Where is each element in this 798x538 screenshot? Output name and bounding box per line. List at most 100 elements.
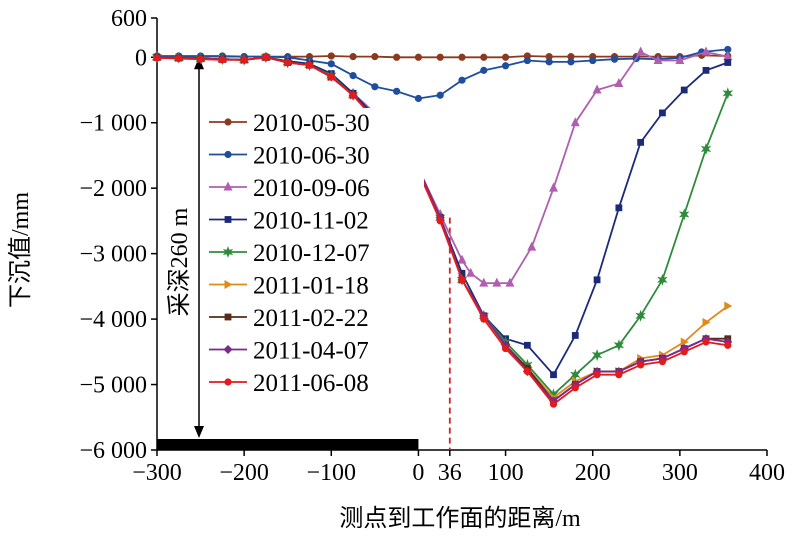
data-point — [523, 367, 531, 376]
data-point — [224, 216, 232, 223]
data-point — [610, 55, 619, 63]
data-point — [548, 388, 559, 401]
data-point — [592, 84, 602, 94]
legend-label: 2011-06-08 — [253, 370, 369, 397]
data-point — [635, 309, 646, 322]
x-tick-label: 400 — [749, 460, 785, 486]
legend-label: 2011-04-07 — [253, 338, 369, 365]
data-point — [223, 181, 233, 191]
data-point — [680, 86, 688, 94]
data-point — [414, 94, 423, 103]
data-point — [680, 348, 688, 356]
data-point — [545, 53, 553, 61]
working-face-bar — [157, 439, 419, 450]
data-point — [327, 52, 335, 60]
data-point — [567, 58, 575, 66]
legend-label: 2010-09-06 — [253, 175, 370, 202]
data-point — [723, 51, 733, 61]
data-point — [327, 73, 335, 81]
data-point — [436, 91, 444, 99]
data-point — [480, 66, 488, 74]
depth-arrow-head-top — [194, 57, 204, 70]
data-point — [262, 53, 270, 61]
data-point — [501, 344, 510, 353]
data-point — [571, 332, 579, 339]
y-tick-label: 600 — [111, 6, 147, 32]
data-point — [545, 58, 553, 66]
data-point — [436, 53, 444, 61]
data-point — [653, 55, 663, 65]
data-point — [637, 361, 645, 369]
data-point — [570, 117, 580, 127]
y-tick-label: −3 000 — [79, 242, 147, 268]
data-point — [679, 208, 690, 221]
data-point — [724, 341, 732, 349]
x-tick-label: −100 — [307, 460, 357, 486]
x-tick-label: 100 — [488, 460, 524, 486]
data-point — [349, 53, 357, 61]
data-point — [466, 267, 476, 277]
data-point — [591, 349, 603, 362]
data-point — [414, 53, 423, 61]
data-point — [501, 53, 510, 61]
legend-label: 2010-05-30 — [253, 110, 370, 137]
data-point — [637, 138, 645, 146]
y-tick-label: −1 000 — [79, 111, 147, 137]
depth-arrow-head-bottom — [194, 426, 204, 438]
data-point — [224, 150, 232, 159]
data-point — [284, 58, 292, 67]
data-point — [567, 53, 575, 61]
data-point — [457, 254, 467, 264]
data-point — [224, 313, 232, 321]
data-point — [224, 280, 233, 289]
data-point — [680, 337, 689, 347]
data-point — [724, 301, 733, 311]
data-point — [371, 83, 379, 91]
axes: 600 0 −1 000 −2 000 −3 000 −4 000 −5 000 −6 000… — [79, 6, 785, 486]
data-point — [153, 54, 161, 62]
data-point — [393, 87, 401, 95]
legend-label: 2010-11-02 — [253, 208, 369, 235]
data-point — [550, 371, 557, 379]
x-tick-label: 0 — [412, 460, 424, 486]
series-2010-06-30 — [153, 45, 732, 103]
x-tick-label: 36 — [438, 460, 462, 486]
data-point — [224, 118, 232, 126]
data-point — [724, 59, 732, 66]
legend-background — [209, 108, 424, 405]
data-point — [480, 53, 488, 61]
data-point — [593, 276, 601, 284]
data-point — [458, 276, 466, 284]
data-point — [492, 277, 502, 287]
y-tick-label: −5 000 — [79, 373, 147, 399]
x-axis-label: 测点到工作面的距离/m — [339, 505, 581, 532]
legend: 2010-05-30 2010-06-30 2010-09-06 2010-11-02… — [209, 108, 424, 405]
data-point — [523, 341, 531, 349]
data-point — [224, 378, 232, 386]
data-point — [527, 241, 537, 251]
x-tick-label: 300 — [662, 460, 698, 486]
data-point — [701, 46, 711, 56]
y-tick-label: 0 — [135, 45, 147, 71]
data-point — [613, 339, 625, 352]
data-point — [371, 53, 379, 61]
data-point — [549, 182, 558, 192]
data-point — [589, 56, 597, 65]
data-point — [305, 61, 314, 69]
data-point — [700, 142, 712, 155]
data-point — [458, 53, 466, 61]
data-point — [702, 66, 710, 74]
y-tick-label: −6 000 — [79, 438, 147, 464]
y-tick-label: −2 000 — [79, 176, 147, 202]
data-point — [702, 317, 711, 327]
data-point — [196, 55, 205, 63]
x-tick-label: −200 — [219, 460, 269, 486]
data-point — [223, 345, 233, 354]
data-point — [722, 87, 733, 100]
data-point — [659, 109, 666, 117]
data-point — [658, 358, 667, 366]
data-point — [327, 60, 335, 68]
data-point — [501, 62, 510, 70]
mining-depth-label: 采深260 m — [166, 207, 193, 316]
